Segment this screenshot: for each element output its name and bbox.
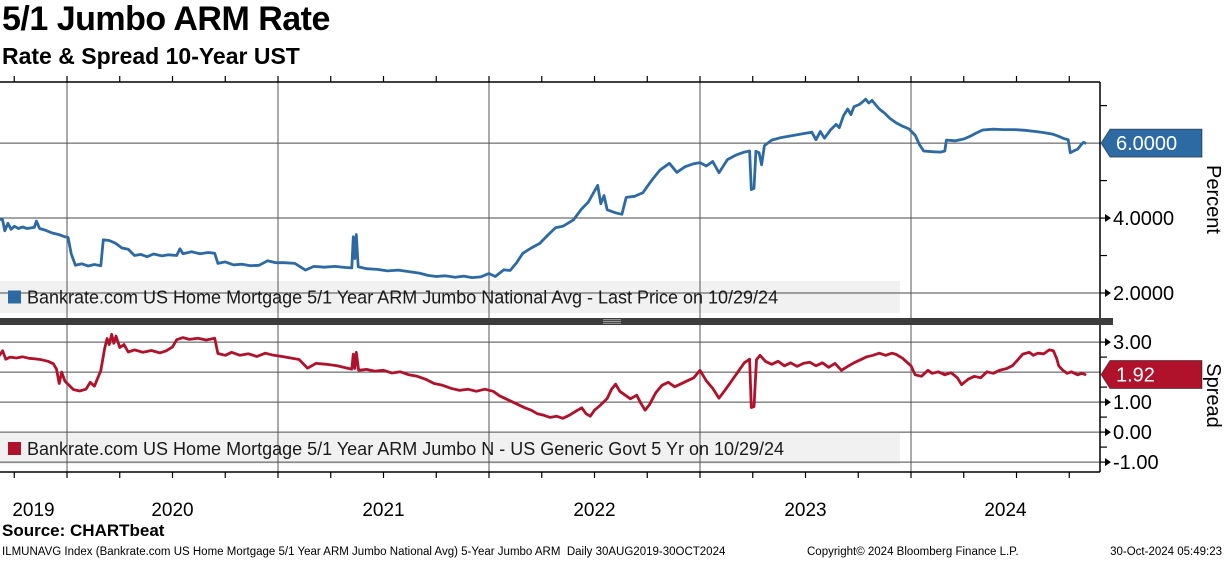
rate-line [0,97,1087,279]
spread-last-price-value: 1.92 [1116,365,1155,387]
footer-bar: ILMUNAVG Index (Bankrate.com US Home Mor… [0,546,1224,566]
spread-line [0,332,1087,420]
footer-timestamp: 30-Oct-2024 05:49:23 [1110,546,1222,558]
tick-arrow-icon [1105,428,1111,437]
y-axis-tick-label: 3.00 [1113,332,1152,354]
legend-text: Bankrate.com US Home Mortgage 5/1 Year A… [27,287,778,307]
source-label: Source: CHARTbeat [2,521,165,540]
legend-band [0,281,900,313]
tick-arrow-icon [1105,398,1111,407]
rate-last-price-badge [1100,128,1203,158]
legend-swatch-icon [8,442,21,455]
page-subtitle: Rate & Spread 10-Year UST [2,43,300,69]
year-label: 2020 [151,500,193,521]
rate-last-price-value: 6.0000 [1116,133,1177,155]
footer-copyright: Copyright© 2024 Bloomberg Finance L.P. [807,546,1019,558]
tick-arrow-icon [1105,458,1111,467]
legend-swatch-icon [8,290,21,304]
y-axis-tick-label: 2.0000 [1113,283,1174,305]
y-axis-tick-label: 4.0000 [1113,208,1174,230]
tick-arrow-icon [1105,214,1111,223]
spread-last-price-badge [1100,360,1203,389]
year-label: 2023 [784,500,826,521]
year-label: 2021 [362,500,404,521]
tick-arrow-icon [1105,289,1111,298]
spread-axis-unit-label: Spread [1202,363,1224,428]
tick-arrow-icon [1105,338,1111,347]
y-axis-tick-label: 0.00 [1113,422,1152,444]
year-label: 2024 [984,500,1027,521]
legend-band [0,433,900,464]
legend-text: Bankrate.com US Home Mortgage 5/1 Year A… [27,439,784,459]
page-title: 5/1 Jumbo ARM Rate [2,0,330,38]
panel-separator [0,318,1113,325]
year-label: 2019 [12,500,54,521]
rate-axis-unit-label: Percent [1202,165,1224,234]
y-axis-tick-label: 1.00 [1113,392,1152,414]
footer-index-info: ILMUNAVG Index (Bankrate.com US Home Mor… [2,546,726,558]
y-axis-tick-label: -1.00 [1113,452,1159,474]
year-label: 2022 [573,500,615,521]
